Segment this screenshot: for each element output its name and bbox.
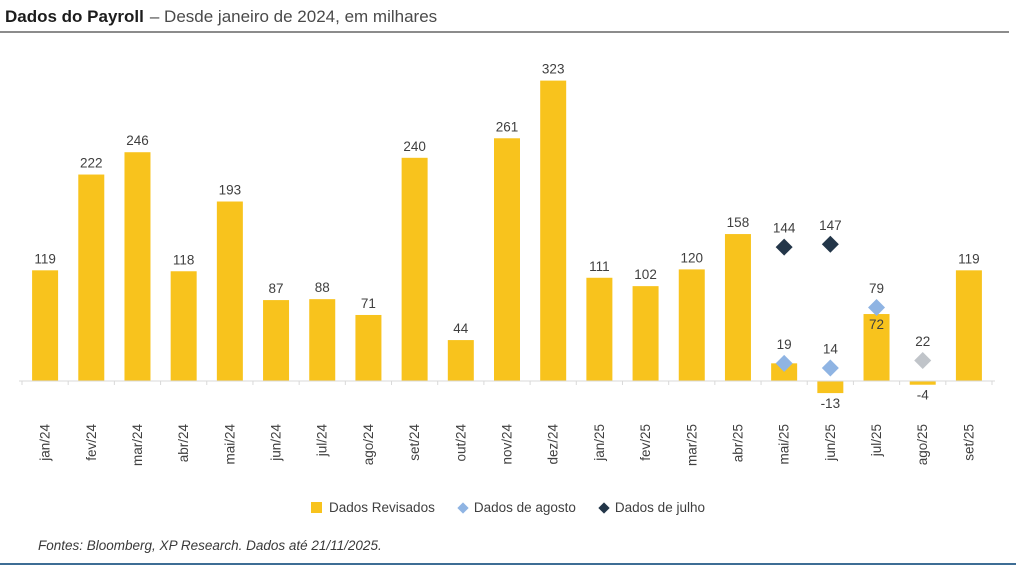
x-axis-label: set/24 [407,424,422,461]
bar [447,340,474,381]
title-divider [0,31,1009,33]
legend-label: Dados de julho [614,500,705,515]
x-axis-label: mar/24 [130,424,145,467]
diamond-value-label: 19 [777,337,792,352]
bar-value-label: -4 [917,388,929,403]
bar [170,271,197,381]
bar-value-label: 102 [634,267,657,282]
bar-value-label: 158 [727,215,750,230]
bar-value-label: 323 [542,62,565,77]
bar [955,270,982,381]
x-axis-label: set/25 [961,424,976,461]
bar-value-label: 261 [496,119,519,134]
legend-item-dados-revisados: Dados Revisados [311,500,435,515]
x-axis-label: mai/24 [222,424,237,465]
x-axis-label: jul/24 [315,424,330,458]
bar-value-label: 71 [361,296,376,311]
bar [678,269,705,381]
x-axis-label: fev/24 [84,424,99,461]
x-axis-label: fev/25 [638,424,653,461]
bar [863,314,890,381]
chart-title-main: Dados do Payroll [5,7,144,26]
x-axis-label: ago/24 [361,424,376,466]
x-axis-label: dez/24 [546,424,561,465]
diamond-value-label: 79 [869,281,884,296]
legend-diamond-marker-icon [457,501,469,514]
bar-value-label: 72 [869,317,884,332]
bar [355,314,382,381]
legend-label: Dados de agosto [473,500,576,515]
x-axis-label: nov/24 [500,424,515,465]
bar-value-label: 240 [403,139,426,154]
payroll-bar-chart: 119 222 246 118 193 87 88 71 240 44 261 323 111 102 12… [0,44,1016,490]
bar-value-label: 88 [315,280,330,295]
bar-value-label: 111 [589,259,610,274]
bar-value-label: 118 [173,252,195,267]
diamond-marker [775,354,793,372]
bar-value-label: 222 [80,156,103,171]
bar-value-label: 119 [958,251,980,266]
bar [771,363,798,381]
x-axis-label: mar/25 [684,424,699,466]
bar [540,80,567,382]
x-axis-label: jan/25 [592,424,607,462]
bar-value-label: 120 [680,250,703,265]
legend-diamond-marker-icon [598,501,610,514]
bar [909,381,936,385]
x-axis-label: jun/25 [823,424,838,462]
bar [632,286,659,381]
bottom-divider [0,563,1016,565]
x-axis-label: mai/25 [777,424,792,465]
chart-legend: Dados Revisados Dados de agosto Dados de… [0,500,1016,515]
chart-title: Dados do Payroll – Desde janeiro de 2024,… [5,7,437,27]
legend-label: Dados Revisados [329,500,435,515]
bar [124,152,151,381]
x-axis-label: out/24 [453,424,468,462]
x-axis-label: ago/25 [915,424,930,465]
bar-value-label: 193 [219,183,242,198]
legend-item-dados-de-julho: Dados de julho [598,500,705,515]
diamond-value-label: 144 [773,221,796,236]
bar [724,234,751,381]
diamond-value-label: 22 [915,334,930,349]
bar-value-label: 44 [453,321,469,336]
diamond-marker [868,299,886,317]
bar [817,381,844,394]
legend-square-marker-icon [311,502,323,513]
legend-item-dados-de-agosto: Dados de agosto [457,500,576,515]
bar [586,277,613,381]
bar [401,157,428,381]
bar-value-label: 119 [34,251,56,266]
bar [263,300,290,381]
x-axis-label: jul/25 [869,424,884,457]
x-axis-label: abr/25 [730,424,745,462]
diamond-marker [821,359,839,377]
diamond-marker [914,352,932,370]
bar-value-label: 246 [126,133,149,148]
diamond-marker [821,235,839,253]
bar [216,201,243,381]
bar-value-label: 87 [269,281,284,296]
x-axis-label: abr/24 [176,424,191,463]
chart-title-subtitle: – Desde janeiro de 2024, em milhares [149,7,438,26]
bar-value-label: -13 [821,396,841,411]
bar [32,270,59,381]
bar [78,174,105,381]
bar [494,138,520,381]
x-axis-label: jun/24 [269,424,284,462]
source-note: Fontes: Bloomberg, XP Research. Dados at… [38,538,382,553]
diamond-marker [775,238,793,256]
diamond-value-label: 147 [819,218,842,233]
bar [309,299,336,381]
diamond-value-label: 14 [823,341,839,356]
x-axis-label: jan/24 [38,424,53,462]
